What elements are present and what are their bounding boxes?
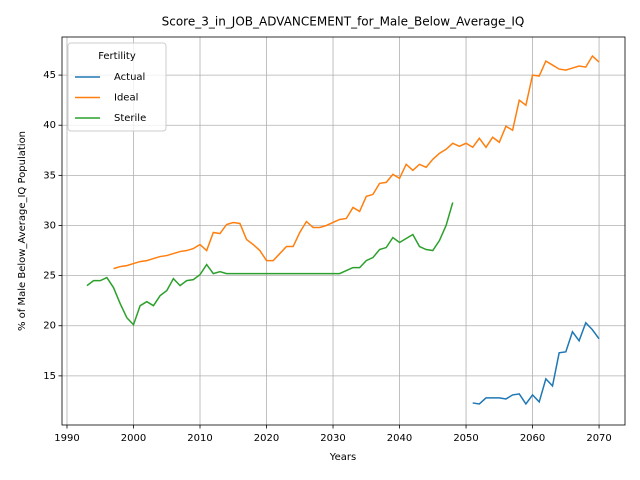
x-tick-label: 2020: [254, 433, 279, 444]
legend-box: [67, 42, 167, 132]
line-series: [113, 54, 600, 270]
y-tick-label: 40: [43, 120, 56, 131]
x-tick-label: 2000: [121, 433, 146, 444]
y-tick-label: 45: [43, 70, 56, 81]
x-tick-label: 2070: [586, 433, 611, 444]
plot-frame: [61, 36, 626, 426]
line-series: [472, 321, 600, 406]
x-tick-label: 2040: [387, 433, 412, 444]
x-axis-label: Years: [329, 452, 356, 463]
line-series: [86, 202, 454, 327]
x-tick-label: 2010: [187, 433, 212, 444]
legend-label: Ideal: [114, 93, 138, 104]
x-tick-label: 2030: [320, 433, 345, 444]
legend-label: Actual: [114, 72, 145, 83]
x-tick-label: 1990: [54, 433, 79, 444]
x-tick-label: 2060: [520, 433, 545, 444]
y-tick-label: 30: [43, 220, 56, 231]
legend-label: Sterile: [114, 113, 146, 124]
legend: Fertility Actual Ideal Sterile: [67, 42, 167, 132]
y-axis-label: % of Male Below_Average_IQ Population: [17, 131, 28, 331]
y-tick-label: 20: [43, 321, 56, 332]
legend-title: Fertility: [98, 51, 136, 62]
y-tick-label: 15: [43, 371, 56, 382]
x-tick-label: 2050: [453, 433, 478, 444]
y-tick-label: 35: [43, 170, 56, 181]
y-tick-label: 25: [43, 271, 56, 282]
chart-title: Score_3_in_JOB_ADVANCEMENT_for_Male_Belo…: [162, 15, 525, 29]
